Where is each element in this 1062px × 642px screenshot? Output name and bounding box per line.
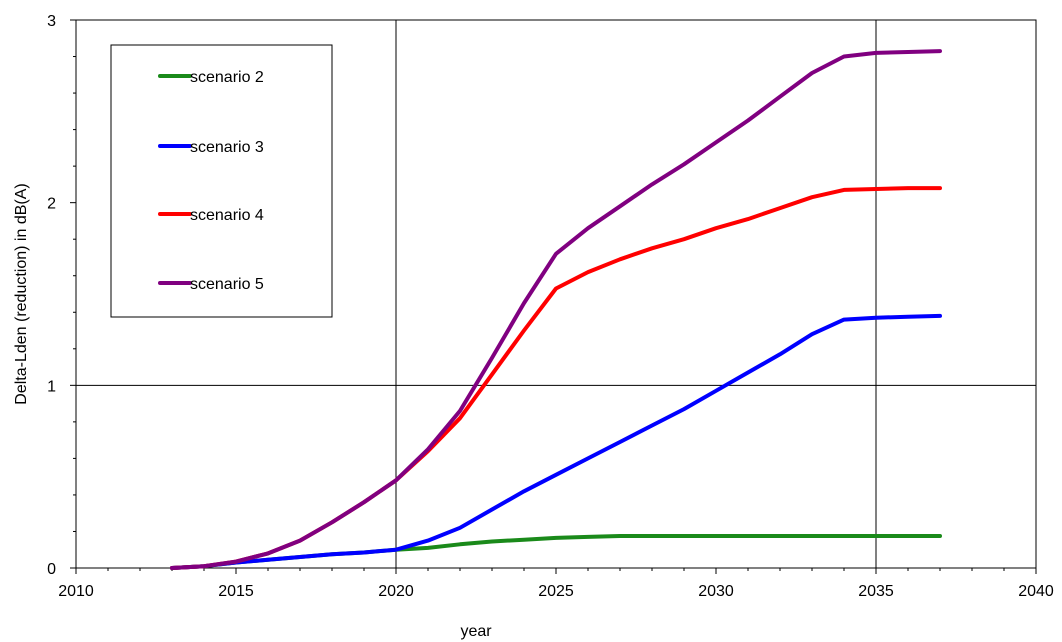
x-tick-label: 2025 — [538, 583, 574, 600]
legend-box — [110, 44, 333, 318]
y-tick-label: 0 — [47, 561, 56, 578]
y-tick-label: 1 — [47, 378, 56, 395]
legend: scenario 2 scenario 3 scenario 4 scenario 5 — [110, 44, 333, 318]
x-tick-label: 2015 — [218, 583, 254, 600]
series-lines — [170, 49, 942, 570]
x-tick-label: 2020 — [378, 583, 414, 600]
x-tick-label: 2035 — [858, 583, 894, 600]
series-line-3 — [170, 313, 942, 570]
legend-label: scenario 4 — [190, 207, 264, 224]
y-tick-label: 3 — [47, 13, 56, 30]
axis-ticks: 2010 2015 2020 2025 2030 2035 2040 0 1 2 3 — [47, 13, 1054, 600]
x-tick-label: 2040 — [1018, 583, 1054, 600]
y-axis-title: Delta-Lden (reduction) in dB(A) — [13, 183, 30, 404]
x-axis-title: year — [460, 623, 492, 640]
legend-label: scenario 5 — [190, 276, 264, 293]
y-tick-label: 2 — [47, 196, 56, 213]
x-tick-label: 2030 — [698, 583, 734, 600]
legend-label: scenario 2 — [190, 69, 264, 86]
gridlines — [76, 20, 1036, 568]
legend-label: scenario 3 — [190, 139, 264, 156]
series-line-5 — [170, 49, 942, 570]
x-tick-label: 2010 — [58, 583, 94, 600]
